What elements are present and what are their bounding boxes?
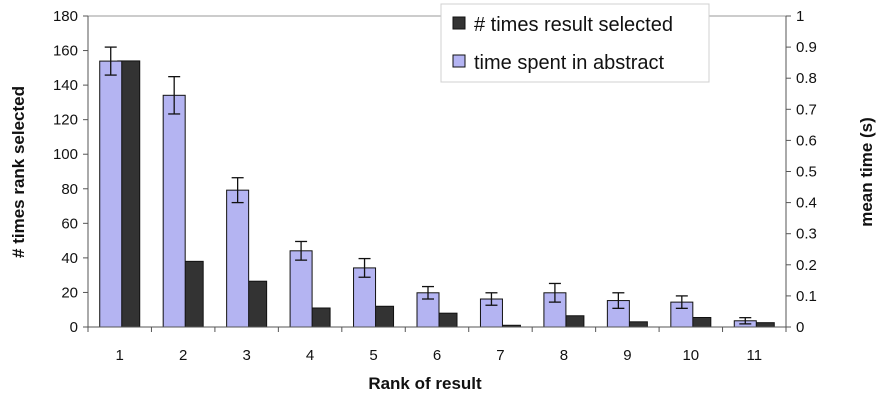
x-tick-label: 7 <box>496 347 504 364</box>
y-tick-label: 20 <box>61 284 78 301</box>
x-tick-label: 5 <box>369 347 377 364</box>
axes-layer <box>83 15 791 332</box>
y2-tick-label: 0.3 <box>796 226 817 243</box>
y-tick-label: 80 <box>61 181 78 198</box>
y-tick-label: 60 <box>61 215 78 232</box>
y-tick-label: 120 <box>53 112 78 129</box>
legend-box <box>440 3 710 83</box>
legend-label-selected: # times result selected <box>474 14 673 36</box>
x-tick-label: 6 <box>433 347 441 364</box>
y2-tick-label: 1 <box>796 8 804 25</box>
x-tick-label: 8 <box>560 347 568 364</box>
x-axis-title: Rank of result <box>368 374 482 393</box>
legend: # times result selected time spent in ab… <box>440 3 710 83</box>
y2-tick-label: 0 <box>796 319 804 336</box>
bar-abstract <box>162 94 186 328</box>
y-tick-label: 160 <box>53 43 78 60</box>
x-tick-label: 9 <box>623 347 631 364</box>
y2-tick-label: 0.1 <box>796 288 817 305</box>
x-tick-label: 11 <box>746 347 762 364</box>
x-tick-label: 1 <box>116 347 124 364</box>
y-tick-label: 0 <box>70 319 78 336</box>
y-axis-title: # times rank selected <box>9 86 28 258</box>
legend-swatch-selected <box>452 16 466 30</box>
y2-tick-label: 0.4 <box>796 195 817 212</box>
x-tick-label: 10 <box>682 347 699 364</box>
y2-tick-label: 0.5 <box>796 164 817 181</box>
legend-swatch-abstract <box>452 54 466 68</box>
y-tick-label: 40 <box>61 250 78 267</box>
legend-label-abstract: time spent in abstract <box>474 52 665 74</box>
y-tick-label: 140 <box>53 77 78 94</box>
y2-axis-title: mean time (s) <box>857 117 876 227</box>
bars-layer <box>99 46 775 328</box>
y2-tick-label: 0.9 <box>796 39 817 56</box>
x-tick-label: 2 <box>179 347 187 364</box>
y2-tick-label: 0.2 <box>796 257 817 274</box>
y2-tick-label: 0.7 <box>796 101 817 118</box>
y-tick-label: 180 <box>53 8 78 25</box>
x-tick-label: 4 <box>306 347 314 364</box>
y2-tick-label: 0.8 <box>796 70 817 87</box>
x-tick-label: 3 <box>242 347 250 364</box>
bar-abstract <box>99 60 123 328</box>
y2-tick-label: 0.6 <box>796 132 817 149</box>
ticks-layer: 1 2 3 4 5 6 7 8 9 10 11 0 20 40 60 80 100 120 140 160 180 0 0.… <box>53 8 817 364</box>
y-tick-label: 100 <box>53 146 78 163</box>
bar-abstract <box>226 189 250 328</box>
bar-abstract <box>289 250 313 328</box>
